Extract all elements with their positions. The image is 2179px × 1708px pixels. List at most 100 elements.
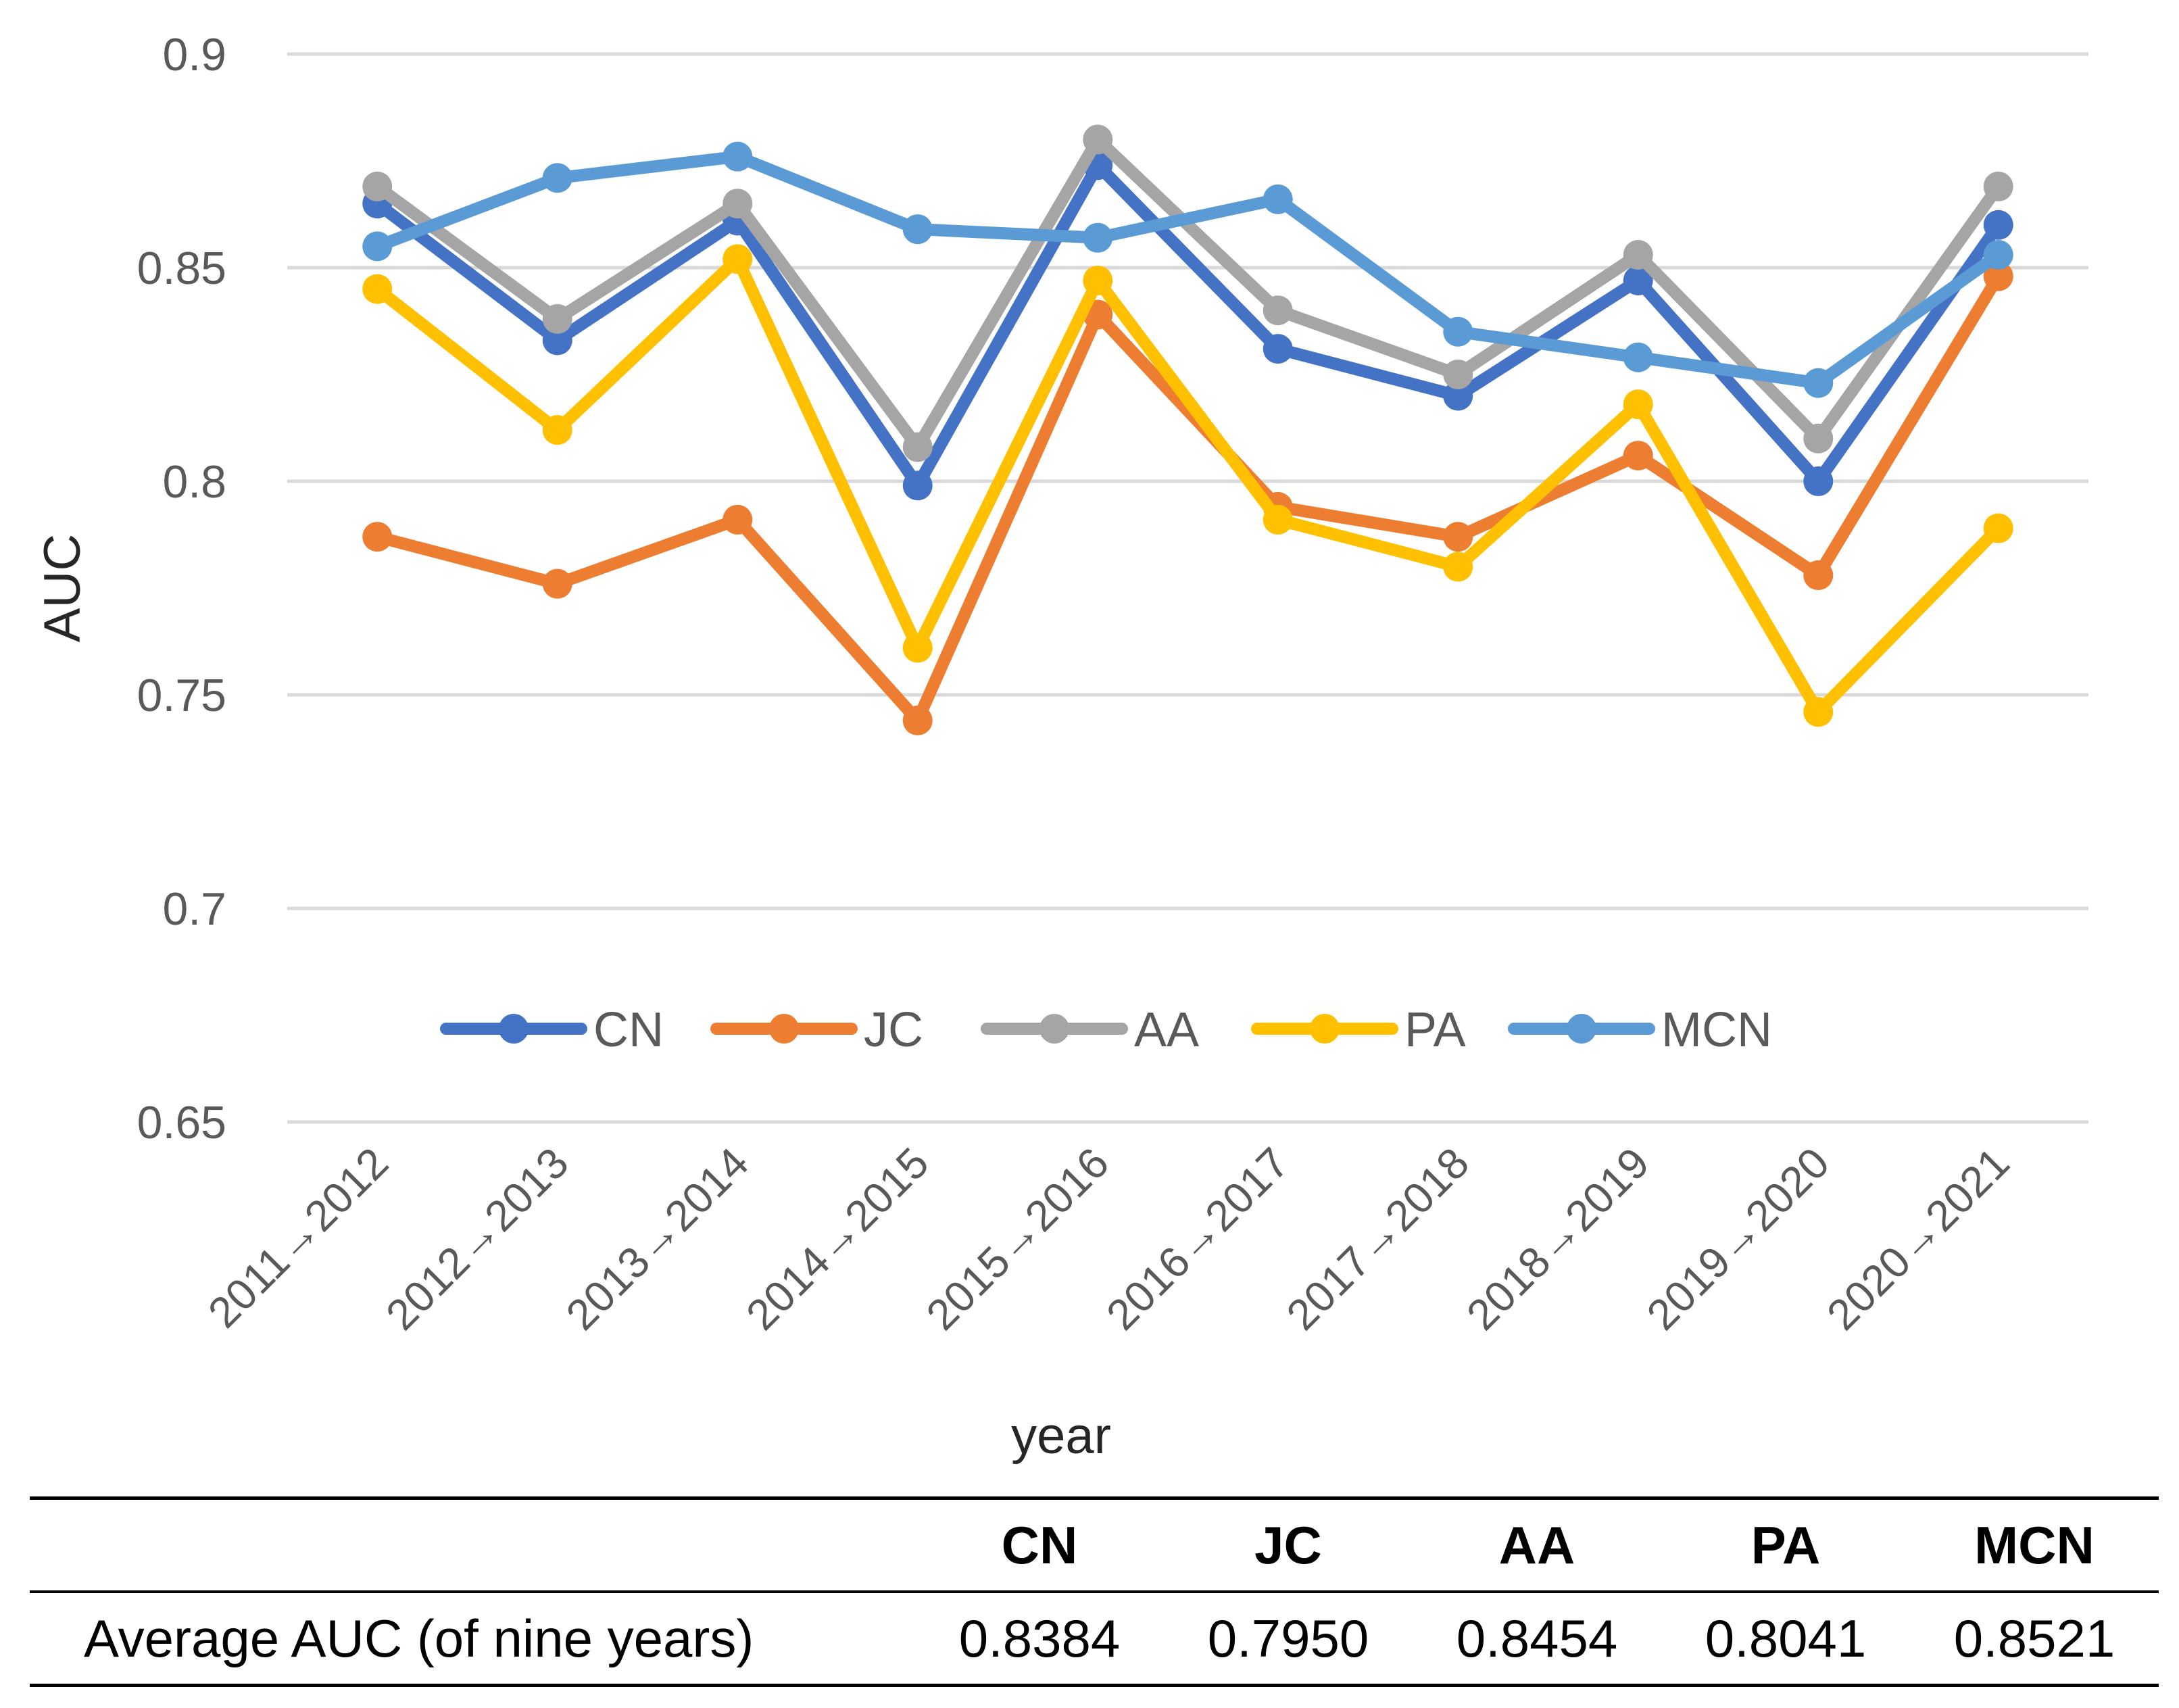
data-point: [1623, 240, 1653, 270]
data-point: [723, 244, 753, 274]
gridlines: [287, 52, 2088, 1124]
data-point: [1083, 222, 1113, 253]
table-cell-mcn: 0.8521: [1953, 1608, 2115, 1668]
legend-item-cn: CN: [440, 1003, 664, 1057]
table-cell-cn: 0.8384: [958, 1608, 1121, 1668]
data-point: [542, 325, 572, 356]
table-header-pa: PA: [1750, 1515, 1821, 1575]
data-point: [723, 189, 753, 219]
table-cell-jc: 0.7950: [1207, 1608, 1369, 1668]
data-point: [1443, 360, 1473, 389]
series-jc: [362, 261, 2013, 735]
y-tick-label: 0.8: [162, 456, 226, 508]
legend-item-jc: JC: [710, 1003, 923, 1057]
x-tick-label: 2011→2012: [199, 1138, 397, 1337]
data-point: [902, 432, 933, 462]
table-row-label: Average AUC (of nine years): [84, 1608, 754, 1668]
legend-swatch-marker: [1039, 1014, 1069, 1044]
series-pa: [362, 244, 2013, 727]
data-point: [542, 568, 572, 599]
data-point: [1443, 522, 1473, 552]
legend-swatch-marker: [1310, 1014, 1340, 1044]
line-chart: 0.65 0.7 0.75 0.8 0.85 0.9 2011→20122012→2013…: [34, 29, 2088, 1465]
data-point: [902, 214, 933, 245]
series-line-mcn: [371, 150, 2005, 389]
legend-label: MCN: [1661, 1003, 1772, 1057]
data-point: [1623, 342, 1653, 372]
average-auc-table: CN JC AA PA MCN Average AUC (of nine yea…: [30, 1496, 2159, 1687]
y-tick-label: 0.9: [162, 29, 226, 80]
y-tick-label: 0.75: [137, 670, 226, 721]
data-point: [1443, 552, 1473, 582]
series-lines: [362, 124, 2013, 735]
data-point: [1263, 184, 1293, 214]
data-point: [1983, 210, 2013, 240]
data-point: [542, 303, 572, 334]
series-line-jc: [371, 270, 2005, 727]
x-tick-label: 2017→2018: [1277, 1138, 1479, 1340]
x-axis-title: year: [1011, 1407, 1111, 1465]
data-point: [1803, 697, 1834, 727]
table-header-row: CN JC AA PA MCN: [30, 1498, 2159, 1592]
data-point: [1083, 124, 1113, 155]
y-axis-ticks: 0.65 0.7 0.75 0.8 0.85 0.9: [137, 29, 226, 1148]
x-tick-label: 2013→2014: [557, 1138, 758, 1340]
data-point: [1263, 334, 1293, 364]
y-axis-title: AUC: [34, 534, 91, 642]
data-point: [1803, 466, 1834, 496]
legend-label: PA: [1404, 1003, 1466, 1057]
x-tick-label: 2020→2021: [1817, 1138, 2019, 1340]
x-tick-label: 2014→2015: [737, 1138, 938, 1340]
table-header-mcn: MCN: [1974, 1515, 2095, 1575]
data-point: [1623, 389, 1653, 420]
data-point: [542, 163, 572, 193]
series-aa: [362, 124, 2013, 462]
y-tick-label: 0.85: [137, 243, 226, 294]
data-point: [902, 470, 933, 501]
legend-item-pa: PA: [1251, 1003, 1466, 1057]
data-point: [542, 415, 572, 445]
x-tick-label: 2015→2016: [917, 1138, 1119, 1340]
data-point: [1623, 441, 1653, 471]
y-tick-label: 0.65: [137, 1097, 226, 1148]
series-mcn: [362, 141, 2013, 398]
table-header-cn: CN: [1001, 1515, 1078, 1575]
data-point: [362, 522, 393, 552]
legend-item-mcn: MCN: [1508, 1003, 1772, 1057]
data-point: [1983, 240, 2013, 270]
data-point: [1983, 513, 2013, 543]
data-point: [1803, 423, 1834, 454]
table-header-aa: AA: [1498, 1515, 1575, 1575]
data-point: [362, 171, 393, 201]
x-tick-label: 2018→2019: [1457, 1138, 1659, 1340]
table-cell-aa: 0.8454: [1456, 1608, 1618, 1668]
series-line-cn: [371, 159, 2005, 492]
data-point: [902, 633, 933, 663]
data-point: [1623, 265, 1653, 295]
legend-swatch-marker: [499, 1014, 529, 1044]
data-point: [1263, 295, 1293, 326]
series-line-pa: [371, 253, 2005, 718]
x-tick-label: 2019→2020: [1638, 1138, 1839, 1340]
series-line-aa: [371, 133, 2005, 454]
data-point: [1803, 368, 1834, 398]
y-tick-label: 0.7: [162, 883, 226, 935]
legend-swatch-marker: [1567, 1014, 1596, 1044]
legend-label: AA: [1134, 1003, 1199, 1057]
data-point: [1803, 560, 1834, 591]
legend-label: CN: [593, 1003, 664, 1057]
series-cn: [362, 150, 2013, 501]
table-header-jc: JC: [1254, 1515, 1322, 1575]
x-axis-ticks: 2011→20122012→20132013→20142014→20152015…: [199, 1138, 2019, 1340]
data-point: [362, 274, 393, 304]
x-tick-label: 2012→2013: [376, 1138, 578, 1340]
data-point: [723, 504, 753, 535]
data-point: [1083, 265, 1113, 295]
legend-swatch-marker: [769, 1014, 799, 1044]
data-point: [902, 705, 933, 735]
data-point: [362, 231, 393, 262]
data-point: [1263, 504, 1293, 535]
legend-label: JC: [864, 1003, 923, 1057]
data-point: [1983, 261, 2013, 291]
data-point: [723, 141, 753, 172]
